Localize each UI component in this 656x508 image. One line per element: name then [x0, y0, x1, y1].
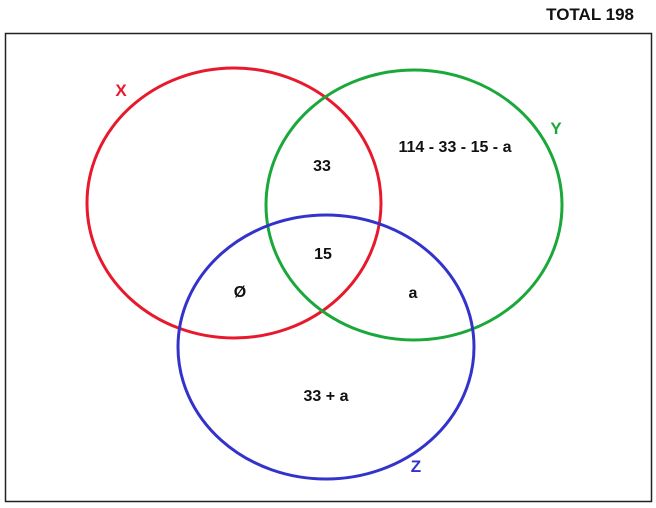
set-z-circle: [176, 213, 476, 481]
universal-set-frame: [4, 32, 653, 503]
region-x-y-z: 15: [314, 246, 332, 263]
region-z-only: 33 + a: [304, 388, 349, 405]
region-x-y: 33: [313, 158, 331, 175]
set-y-label: Y: [550, 119, 562, 138]
set-x-circle: [85, 66, 383, 340]
region-y-only: 114 - 33 - 15 - a: [399, 139, 512, 156]
region-y-z: a: [409, 285, 418, 302]
set-x-label: X: [115, 81, 127, 100]
total-label: TOTAL 198: [546, 5, 634, 24]
region-x-z: Ø: [234, 284, 246, 301]
set-y-circle: [264, 68, 564, 342]
set-z-label: Z: [411, 457, 421, 476]
